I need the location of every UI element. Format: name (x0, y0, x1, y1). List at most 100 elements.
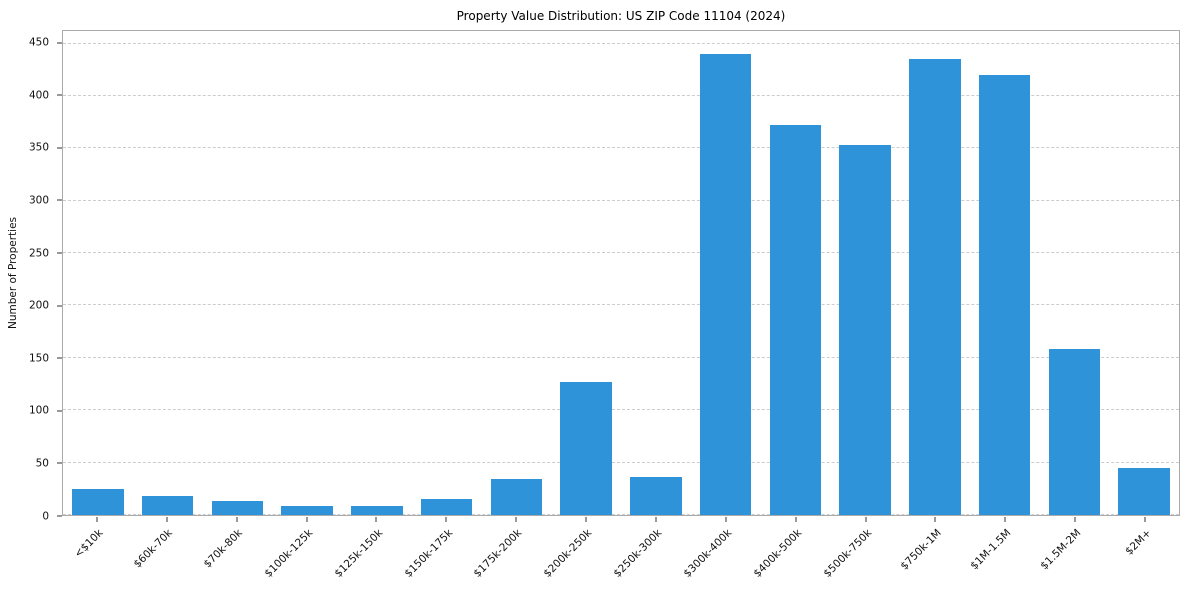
bar (490, 479, 543, 515)
bar-slot (970, 31, 1040, 515)
bar-slot (900, 31, 970, 515)
x-tick-label-text: $150k-175k (401, 527, 455, 580)
x-tick-mark (795, 517, 797, 522)
bars-container (63, 31, 1179, 515)
x-tick-label-text: $70k-80k (201, 527, 246, 571)
y-tick-label: 400 (28, 88, 49, 101)
x-tick-mark (445, 517, 447, 522)
x-tick-mark (655, 517, 657, 522)
y-tick-mark (57, 357, 62, 359)
gridline (63, 304, 1179, 306)
bar (420, 499, 473, 515)
y-tick-mark (57, 410, 62, 412)
bar-slot (691, 31, 761, 515)
x-tick-label-text: $300k-400k (681, 527, 735, 580)
y-tick-mark (57, 147, 62, 149)
y-tick-label: 150 (28, 351, 49, 364)
plot-area (62, 30, 1180, 516)
bar (978, 75, 1031, 515)
x-tick-mark (585, 517, 587, 522)
bar-slot (412, 31, 482, 515)
x-tick-mark (934, 517, 936, 522)
x-tick-mark (166, 517, 168, 522)
bar (1118, 467, 1170, 515)
gridline (63, 42, 1179, 44)
y-tick-mark (57, 515, 62, 517)
bar-slot (1109, 31, 1179, 515)
x-tick-label-text: <$10k (72, 527, 106, 561)
y-axis: 0 50 100 150 200 250 300 350 400 450 (0, 30, 62, 521)
x-axis: <$10k $60k-70k $70k-80k $100k-125k $125k-150… (62, 517, 1180, 590)
gridline (63, 356, 1179, 358)
y-tick-mark (57, 305, 62, 307)
gridline (63, 147, 1179, 149)
bar (281, 505, 333, 515)
bar-slot (830, 31, 900, 515)
bar-slot (1040, 31, 1110, 515)
x-tick-label-text: $2M+ (1122, 527, 1154, 558)
bar (72, 488, 124, 515)
x-tick-mark (306, 517, 308, 522)
y-tick-mark (57, 462, 62, 464)
bar-slot (342, 31, 412, 515)
bar-slot (482, 31, 552, 515)
gridline (63, 199, 1179, 201)
bar (351, 505, 403, 515)
bar (1048, 349, 1101, 515)
bar-slot (621, 31, 691, 515)
gridline (63, 409, 1179, 411)
x-tick-label-text: $200k-250k (541, 527, 595, 580)
bar-slot (272, 31, 342, 515)
x-tick-label-text: $1M-1.5M (968, 527, 1014, 573)
y-tick-mark (57, 199, 62, 201)
x-tick-mark (236, 517, 238, 522)
y-tick-label: 250 (28, 246, 49, 259)
bar (141, 496, 194, 515)
x-tick-mark (515, 517, 517, 522)
bar-slot (203, 31, 273, 515)
x-tick-label-text: $60k-70k (131, 527, 176, 571)
y-tick-mark (57, 94, 62, 96)
y-tick-mark (57, 42, 62, 44)
bar-slot (63, 31, 133, 515)
bar (211, 501, 264, 515)
bar (560, 381, 612, 515)
y-tick-label: 300 (28, 194, 49, 207)
x-tick-label-text: $500k-750k (821, 527, 875, 580)
x-tick-mark (96, 517, 98, 522)
bar (839, 145, 891, 515)
x-tick-label-text: $100k-125k (262, 527, 316, 580)
x-tick-mark (1004, 517, 1006, 522)
bar (630, 477, 682, 515)
x-tick-label-text: $250k-300k (611, 527, 665, 580)
bar-slot (761, 31, 831, 515)
x-tick-mark (725, 517, 727, 522)
x-tick-label-text: $175k-200k (471, 527, 525, 580)
bar (909, 59, 961, 515)
y-tick-label: 350 (28, 141, 49, 154)
gridline (63, 461, 1179, 463)
x-tick-mark (865, 517, 867, 522)
x-tick-mark (1144, 517, 1146, 522)
x-tick-mark (375, 517, 377, 522)
bar-slot (551, 31, 621, 515)
y-tick-label: 0 (42, 509, 49, 522)
x-tick-label-text: $400k-500k (751, 527, 805, 580)
bar (769, 125, 822, 515)
gridline (63, 94, 1179, 96)
gridline (63, 252, 1179, 254)
bar (699, 54, 752, 515)
x-tick-label-text: $1.5M-2M (1038, 527, 1084, 573)
y-tick-mark (57, 252, 62, 254)
x-tick-label-text: $125k-150k (332, 527, 385, 580)
y-tick-label: 100 (28, 404, 49, 417)
x-tick-label-text: $750k-1M (898, 527, 944, 573)
x-tick-mark (1074, 517, 1076, 522)
bar-slot (133, 31, 203, 515)
gridlines-layer (63, 31, 1179, 515)
y-tick-label: 450 (28, 36, 49, 49)
y-tick-label: 200 (28, 299, 49, 312)
y-tick-label: 50 (35, 457, 49, 470)
gridline (63, 514, 1179, 515)
